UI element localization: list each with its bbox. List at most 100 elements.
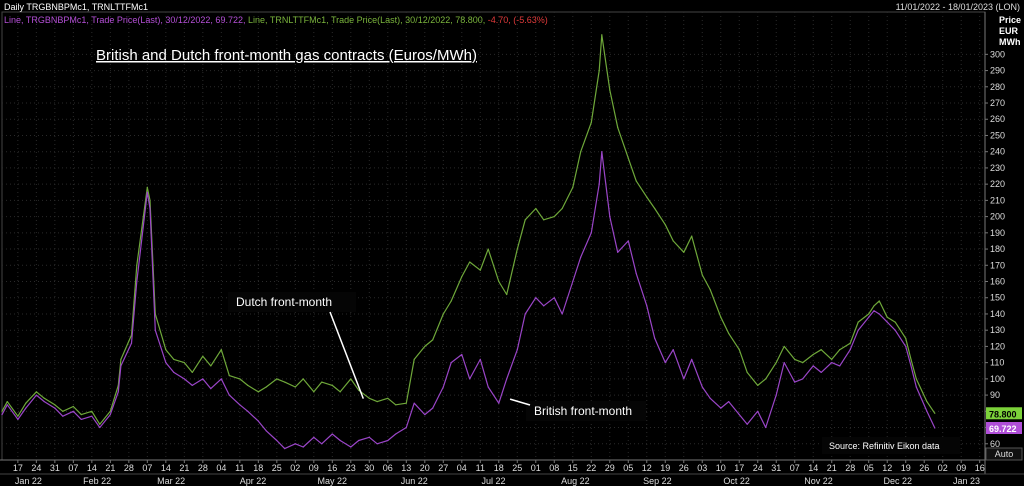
data-point-dutch [765, 378, 767, 380]
british-annotation-pointer [509, 398, 531, 406]
data-point-british [646, 305, 648, 307]
data-point-dutch [757, 384, 759, 386]
x-tick-label: 12 [642, 463, 652, 473]
x-tick-label: 27 [438, 463, 448, 473]
data-point-british [136, 280, 138, 283]
data-point-british [572, 280, 574, 283]
data-point-british [395, 433, 397, 435]
data-point-dutch [302, 378, 304, 380]
data-point-british [120, 365, 122, 367]
x-tick-label: 06 [383, 463, 393, 473]
y-tick-label: 100 [990, 374, 1005, 384]
data-point-dutch [868, 313, 870, 315]
x-tick-label: 12 [882, 463, 892, 473]
data-point-dutch [191, 371, 193, 373]
data-point-dutch [368, 397, 370, 399]
data-point-british [220, 378, 222, 380]
data-point-dutch [709, 289, 711, 291]
y-tick-label: 230 [990, 163, 1005, 173]
x-tick-label: 28 [198, 463, 208, 473]
data-point-british [469, 378, 471, 380]
source-note-box [822, 437, 960, 454]
data-point-dutch [873, 305, 875, 307]
data-point-british [794, 381, 796, 383]
data-point-dutch [590, 121, 592, 124]
data-point-dutch [358, 389, 360, 391]
x-tick-label: 19 [660, 463, 670, 473]
data-point-british [35, 394, 37, 396]
x-tick-label: 14 [161, 463, 171, 473]
x-tick-label: 31 [50, 463, 60, 473]
x-tick-label: 16 [327, 463, 337, 473]
data-point-british [812, 365, 814, 367]
x-tick-label: 31 [771, 463, 781, 473]
data-point-dutch [321, 381, 323, 383]
data-point-dutch [831, 358, 833, 360]
data-point-british [173, 371, 175, 373]
data-point-dutch [516, 248, 518, 250]
data-point-british [820, 371, 822, 373]
data-point-british [405, 426, 407, 429]
data-point-british [424, 413, 426, 416]
data-point-british [479, 358, 481, 360]
plot-frame [1, 11, 986, 461]
x-tick-label: 25 [512, 463, 522, 473]
data-point-dutch [849, 342, 851, 344]
data-point-dutch [25, 402, 27, 404]
y-tick-label: 200 [990, 212, 1005, 222]
data-point-dutch [405, 402, 407, 404]
data-point-dutch [910, 358, 912, 360]
data-point-dutch [580, 151, 582, 153]
data-point-dutch [120, 358, 122, 360]
data-point-dutch [165, 349, 167, 351]
data-point-british [302, 446, 304, 448]
data-point-dutch [543, 219, 545, 221]
data-point-dutch [247, 384, 249, 386]
data-point-british [664, 362, 666, 364]
series-lines [1, 34, 936, 450]
annotations: British and Dutch front-month gas contra… [96, 47, 960, 454]
data-point-british [321, 443, 323, 445]
data-point-dutch [479, 269, 481, 271]
data-point-dutch [149, 199, 151, 201]
data-point-dutch [498, 280, 500, 283]
data-point-dutch [783, 345, 785, 348]
data-point-dutch [738, 349, 740, 351]
data-point-british [878, 313, 880, 315]
data-point-british [691, 358, 693, 360]
month-label: Nov 22 [804, 476, 833, 486]
y-tick-label: 180 [990, 244, 1005, 254]
currency-label: EUR [998, 26, 1018, 36]
data-point-dutch [313, 391, 315, 393]
last-value-dutch: 78.800 [989, 409, 1017, 419]
data-point-british [857, 329, 859, 331]
data-point-british [506, 378, 508, 380]
x-tick-label: 09 [309, 463, 319, 473]
data-point-dutch [664, 224, 666, 226]
x-tick-label: 18 [494, 463, 504, 473]
x-tick-label: 05 [864, 463, 874, 473]
data-point-dutch [331, 384, 333, 386]
data-point-british [934, 427, 936, 429]
x-tick-label: 17 [13, 463, 23, 473]
data-point-dutch [598, 69, 600, 72]
month-label: Oct 22 [723, 476, 750, 486]
legend-change: -4.70, (-5.63%) [487, 15, 548, 25]
british-annotation-label: British front-month [534, 404, 632, 418]
data-point-dutch [387, 397, 389, 399]
auto-button-label[interactable]: Auto [995, 449, 1014, 459]
data-point-british [313, 436, 315, 438]
x-tick-label: 22 [586, 463, 596, 473]
data-point-dutch [202, 355, 204, 357]
british-annotation-box [526, 401, 646, 421]
x-tick-label: 10 [716, 463, 726, 473]
auto-button[interactable] [985, 447, 1023, 461]
data-point-dutch [146, 186, 148, 188]
y-tick-label: 300 [990, 49, 1005, 59]
data-point-british [1, 413, 3, 416]
data-point-british [783, 362, 785, 364]
data-point-british [358, 439, 360, 442]
data-point-british [709, 397, 711, 399]
dutch-annotation-label: Dutch front-month [236, 295, 332, 309]
month-label: Jan 22 [15, 476, 42, 486]
